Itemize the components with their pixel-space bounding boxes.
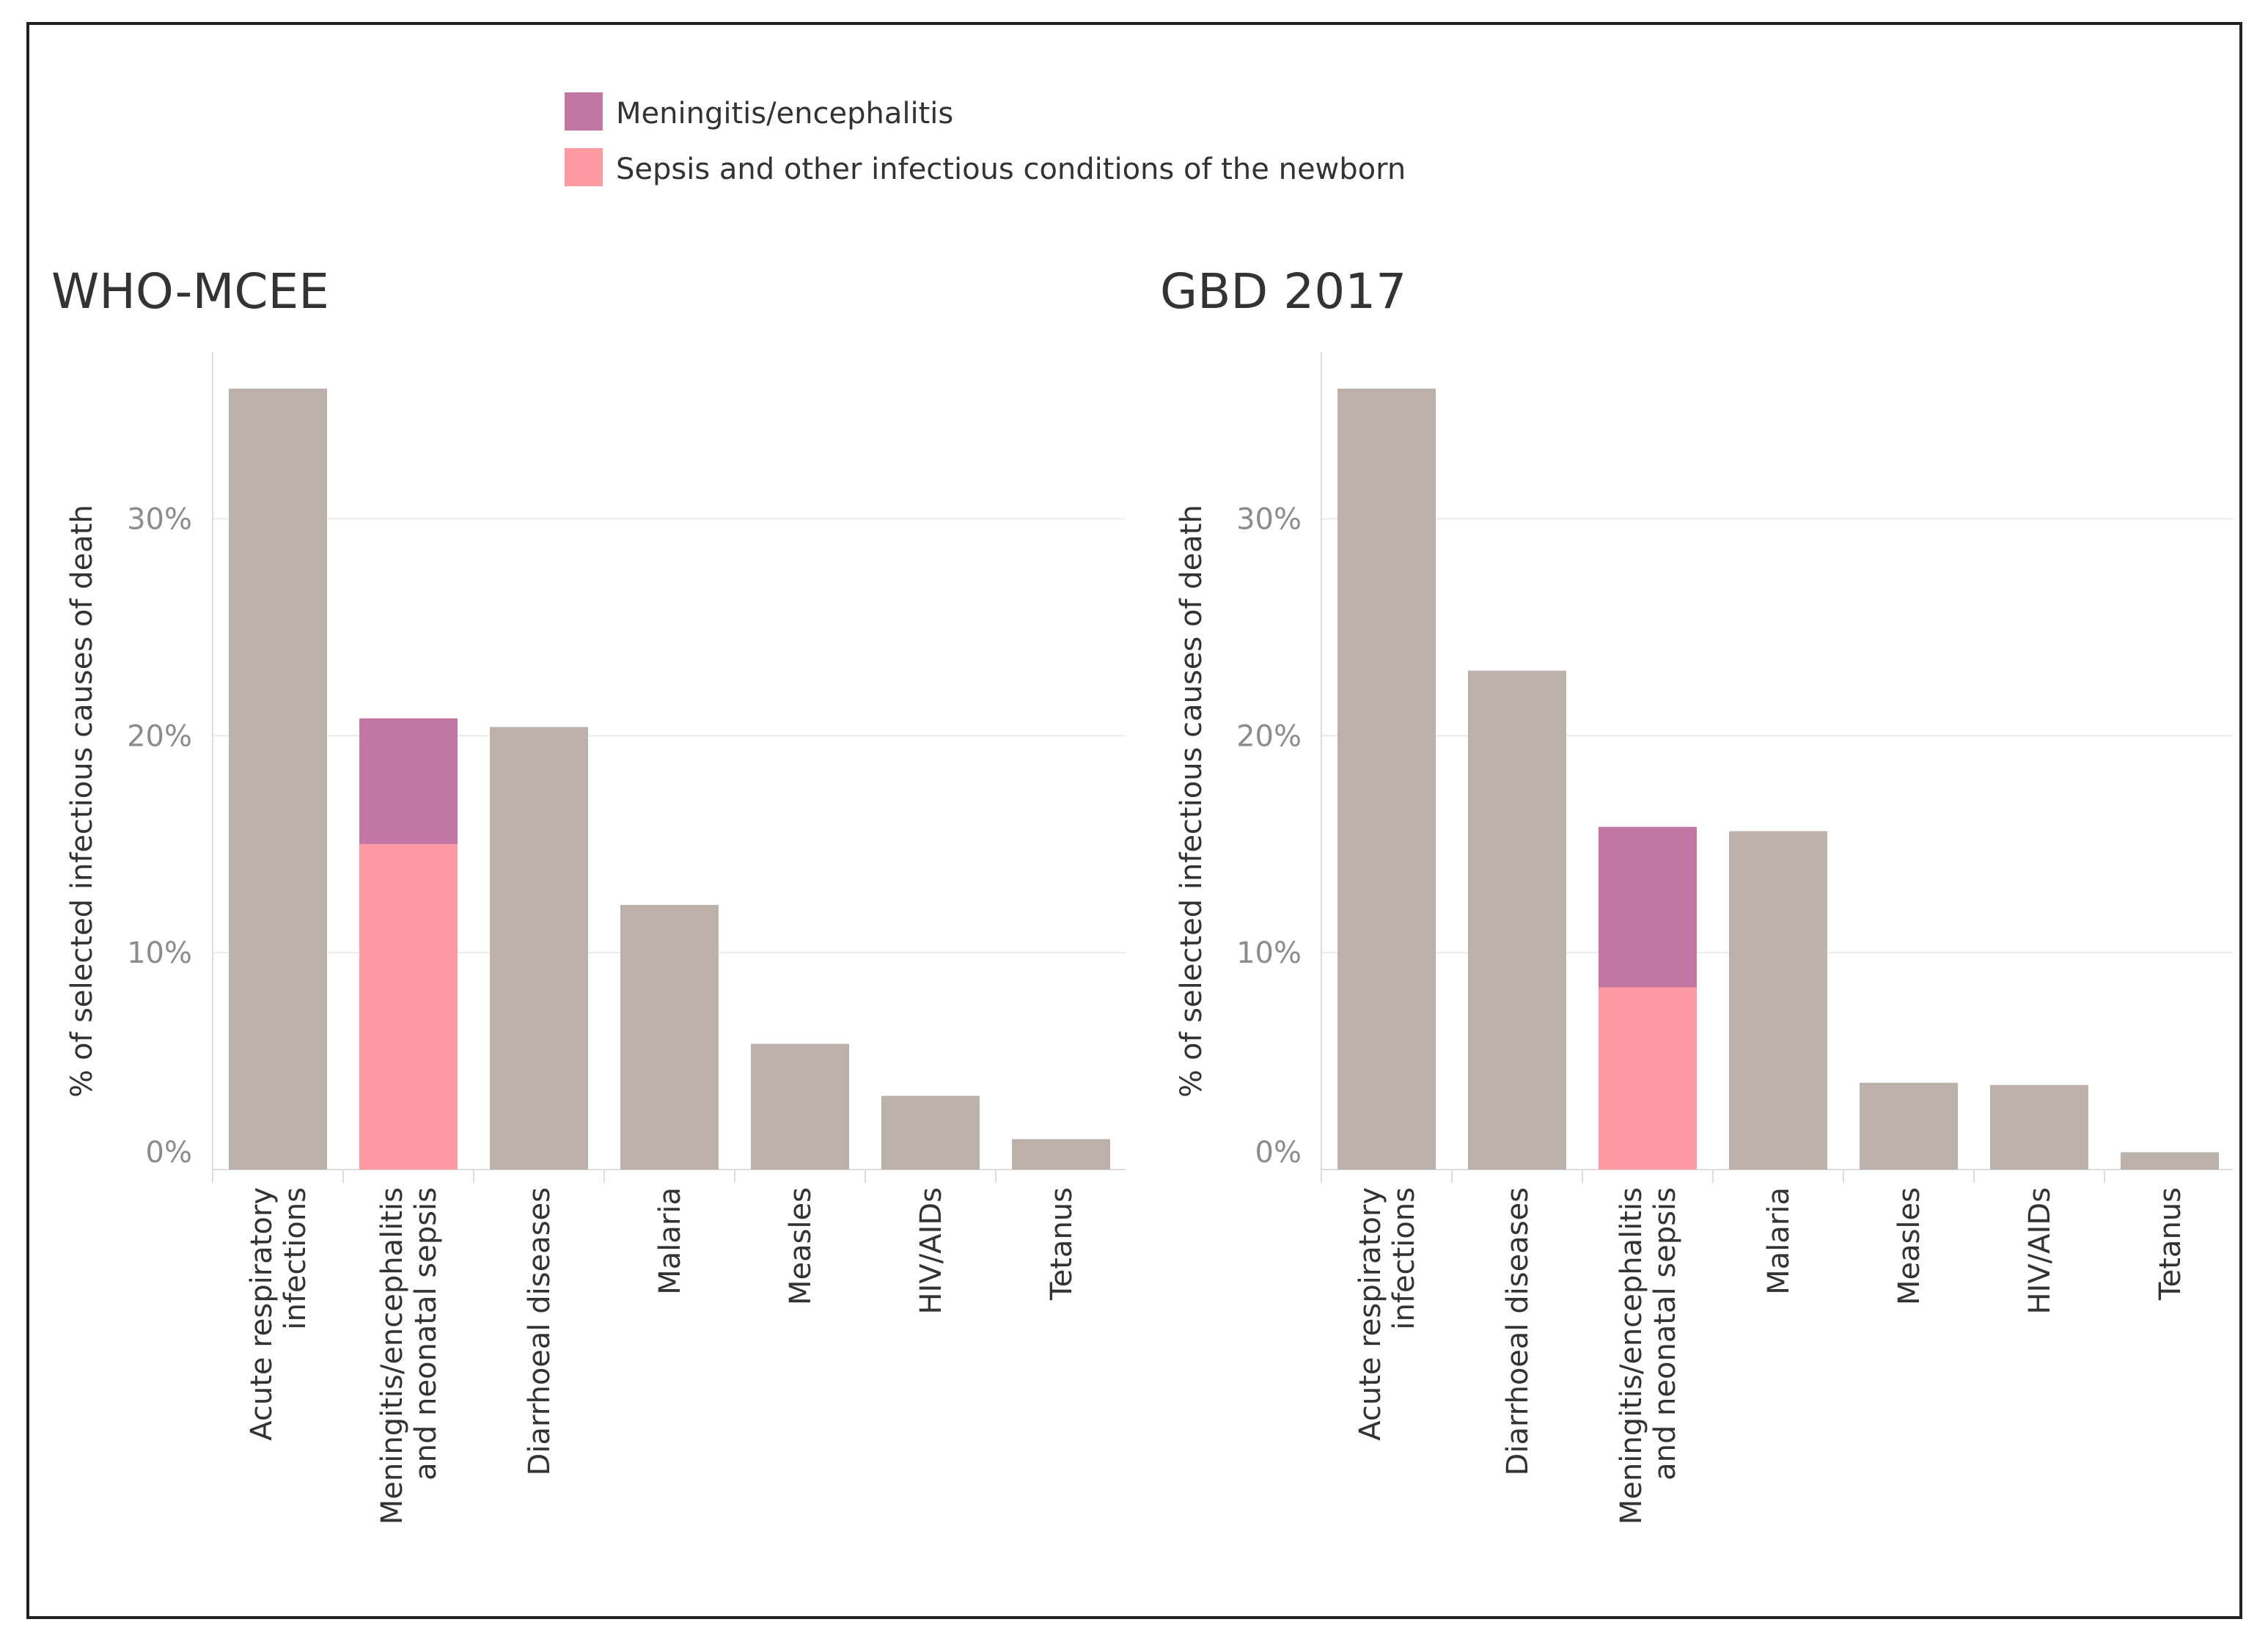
x-category-label: Malaria bbox=[653, 1187, 687, 1295]
bar-tetanus bbox=[1012, 1139, 1110, 1170]
x-category-label: and neonatal sepsis bbox=[409, 1187, 443, 1480]
legend-swatch-meningitis bbox=[565, 92, 603, 131]
y-axis-title: % of selected infectious causes of death bbox=[65, 504, 99, 1098]
y-tick-label: 0% bbox=[146, 1136, 192, 1170]
x-category-label: Acute respiratory bbox=[245, 1187, 279, 1441]
chart-panel-gbd-2017: 0% 10% 20% 30% % of selected infectious caus… bbox=[1175, 352, 2233, 1524]
bar-diarrhoeal-diseases bbox=[490, 727, 588, 1170]
bar-hiv-aids bbox=[1990, 1085, 2088, 1170]
bar-measles bbox=[751, 1043, 849, 1170]
y-axis-title: % of selected infectious causes of death bbox=[1175, 504, 1208, 1098]
x-category-label: Diarrhoeal diseases bbox=[1501, 1187, 1535, 1475]
bar-malaria bbox=[620, 905, 719, 1170]
x-category-label: Measles bbox=[784, 1187, 818, 1305]
x-category-label: Acute respiratory bbox=[1354, 1187, 1387, 1441]
x-category-label: infections bbox=[1387, 1187, 1421, 1330]
bar-malaria bbox=[1729, 831, 1827, 1170]
legend-label-meningitis: Meningitis/encephalitis bbox=[616, 97, 953, 131]
legend-swatch-sepsis bbox=[565, 148, 603, 186]
x-category-label: infections bbox=[279, 1187, 312, 1330]
x-category-label: HIV/AIDs bbox=[2023, 1187, 2057, 1315]
x-category-label: Tetanus bbox=[1045, 1187, 1079, 1301]
bar-diarrhoeal-diseases bbox=[1468, 670, 1566, 1170]
legend-label-sepsis: Sepsis and other infectious conditions o… bbox=[616, 153, 1406, 186]
bar-meningitis-encephalitis-and-neonatal-sepsis-meningitis bbox=[1599, 826, 1697, 988]
bar-acute-respiratory-infections bbox=[229, 389, 327, 1170]
x-category-label: Meningitis/encephalitis bbox=[375, 1187, 409, 1524]
x-category-label: Measles bbox=[1893, 1187, 1926, 1305]
bar-hiv-aids bbox=[881, 1096, 980, 1170]
x-category-label: Tetanus bbox=[2154, 1187, 2187, 1301]
panel-title-gbd-2017: GBD 2017 bbox=[1160, 263, 1406, 320]
chart-panel-who-mcee: 0% 10% 20% 30% % of selected infectious caus… bbox=[65, 352, 1126, 1524]
y-tick-label: 20% bbox=[1236, 719, 1302, 753]
y-tick-label: 20% bbox=[127, 719, 192, 753]
y-tick-label: 10% bbox=[1236, 936, 1302, 970]
bar-meningitis-encephalitis-and-neonatal-sepsis-meningitis bbox=[359, 718, 458, 845]
bar-acute-respiratory-infections bbox=[1337, 389, 1436, 1170]
panel-title-who-mcee: WHO-MCEE bbox=[51, 263, 329, 320]
x-category-label: Malaria bbox=[1762, 1187, 1796, 1295]
x-category-label: HIV/AIDs bbox=[914, 1187, 948, 1315]
bar-measles bbox=[1860, 1082, 1958, 1170]
x-category-label: and neonatal sepsis bbox=[1648, 1187, 1682, 1480]
y-tick-label: 30% bbox=[127, 503, 192, 537]
y-tick-label: 0% bbox=[1255, 1136, 1302, 1170]
bar-meningitis-encephalitis-and-neonatal-sepsis-sepsis bbox=[359, 844, 458, 1170]
bar-meningitis-encephalitis-and-neonatal-sepsis-sepsis bbox=[1599, 987, 1697, 1170]
y-tick-label: 30% bbox=[1236, 503, 1302, 537]
legend: Meningitis/encephalitis Sepsis and other… bbox=[565, 92, 1406, 186]
bar-tetanus bbox=[2121, 1152, 2219, 1170]
x-category-label: Diarrhoeal diseases bbox=[523, 1187, 557, 1475]
x-category-label: Meningitis/encephalitis bbox=[1615, 1187, 1648, 1524]
y-tick-label: 10% bbox=[127, 936, 192, 970]
